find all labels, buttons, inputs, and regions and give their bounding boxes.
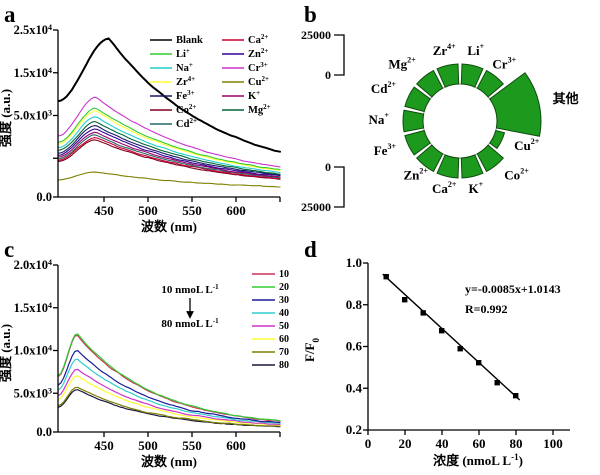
svg-text:Zn2+: Zn2+ bbox=[248, 47, 268, 60]
svg-text:450: 450 bbox=[94, 203, 114, 218]
svg-text:Na+: Na+ bbox=[176, 61, 193, 74]
svg-text:0: 0 bbox=[325, 68, 331, 82]
svg-text:0: 0 bbox=[365, 436, 372, 451]
svg-text:y=-0.0085x+1.0143: y=-0.0085x+1.0143 bbox=[465, 282, 561, 296]
svg-text:Mg2+: Mg2+ bbox=[248, 103, 271, 116]
svg-text:10 nmoL L-1: 10 nmoL L-1 bbox=[161, 283, 219, 296]
svg-text:K+: K+ bbox=[248, 89, 260, 102]
svg-text:Blank: Blank bbox=[176, 35, 203, 46]
svg-text:波数 (nm): 波数 (nm) bbox=[141, 454, 197, 469]
svg-text:0.6: 0.6 bbox=[346, 339, 363, 354]
svg-text:Co2+: Co2+ bbox=[504, 167, 529, 183]
svg-text:100: 100 bbox=[543, 436, 563, 451]
svg-text:450: 450 bbox=[94, 438, 114, 453]
svg-text:80: 80 bbox=[279, 360, 289, 371]
svg-text:强度 (a.u.): 强度 (a.u.) bbox=[0, 324, 13, 382]
svg-text:其他: 其他 bbox=[553, 91, 579, 106]
svg-text:40: 40 bbox=[436, 436, 449, 451]
svg-text:Cr3+: Cr3+ bbox=[492, 56, 516, 72]
svg-text:40: 40 bbox=[279, 308, 289, 319]
svg-text:Zr4+: Zr4+ bbox=[433, 42, 456, 58]
svg-text:K+: K+ bbox=[468, 181, 483, 197]
svg-text:1.0x104: 1.0x104 bbox=[14, 343, 52, 358]
svg-text:Cu2+: Cu2+ bbox=[248, 75, 269, 88]
svg-text:Fe3+: Fe3+ bbox=[176, 89, 195, 102]
svg-text:500: 500 bbox=[138, 438, 158, 453]
svg-text:Zr4+: Zr4+ bbox=[176, 75, 195, 88]
svg-text:R=0.992: R=0.992 bbox=[465, 302, 508, 316]
svg-text:600: 600 bbox=[226, 438, 246, 453]
svg-text:Mg2+: Mg2+ bbox=[388, 56, 416, 72]
svg-text:Co2+: Co2+ bbox=[176, 103, 196, 116]
svg-text:5.0x103: 5.0x103 bbox=[14, 386, 52, 401]
svg-text:Cd2+: Cd2+ bbox=[371, 81, 397, 97]
svg-text:2.5x104: 2.5x104 bbox=[14, 23, 52, 38]
svg-text:Ca2+: Ca2+ bbox=[432, 181, 457, 197]
svg-text:Fe3+: Fe3+ bbox=[374, 142, 397, 158]
svg-text:波数 (nm): 波数 (nm) bbox=[141, 219, 197, 234]
svg-text:Zn2+: Zn2+ bbox=[403, 167, 428, 183]
svg-text:20: 20 bbox=[399, 436, 412, 451]
svg-text:50: 50 bbox=[279, 321, 289, 332]
svg-text:30: 30 bbox=[279, 295, 289, 306]
svg-text:强度 (a.u.): 强度 (a.u.) bbox=[0, 89, 13, 147]
svg-text:80: 80 bbox=[510, 436, 523, 451]
svg-text:1.0: 1.0 bbox=[346, 255, 362, 270]
svg-text:600: 600 bbox=[226, 203, 246, 218]
svg-text:Ca2+: Ca2+ bbox=[248, 33, 268, 46]
svg-text:70: 70 bbox=[279, 347, 289, 358]
svg-text:25000: 25000 bbox=[301, 28, 331, 42]
svg-text:Li+: Li+ bbox=[176, 47, 190, 60]
svg-text:2.0x104: 2.0x104 bbox=[14, 258, 52, 273]
svg-text:b: b bbox=[304, 2, 317, 27]
svg-text:80 nmoL L-1: 80 nmoL L-1 bbox=[161, 317, 219, 330]
svg-text:60: 60 bbox=[279, 334, 289, 345]
svg-text:0.8: 0.8 bbox=[346, 297, 363, 312]
svg-text:550: 550 bbox=[182, 438, 202, 453]
svg-text:浓度 (nmoL L-1): 浓度 (nmoL L-1) bbox=[433, 452, 523, 468]
svg-text:Na+: Na+ bbox=[369, 111, 390, 127]
svg-text:Cr3+: Cr3+ bbox=[248, 61, 268, 74]
svg-text:Cd2+: Cd2+ bbox=[176, 117, 197, 130]
svg-text:550: 550 bbox=[182, 203, 202, 218]
svg-text:10: 10 bbox=[279, 269, 289, 280]
svg-text:1.5x104: 1.5x104 bbox=[14, 65, 52, 80]
svg-text:60: 60 bbox=[473, 436, 486, 451]
svg-text:0.0: 0.0 bbox=[36, 190, 52, 204]
svg-text:0.2: 0.2 bbox=[346, 422, 362, 437]
svg-text:F/F0: F/F0 bbox=[302, 338, 321, 363]
svg-text:0: 0 bbox=[325, 160, 331, 174]
svg-text:Cu2+: Cu2+ bbox=[514, 137, 540, 153]
svg-text:d: d bbox=[304, 237, 317, 262]
svg-text:0.4: 0.4 bbox=[346, 380, 363, 395]
svg-text:Li+: Li+ bbox=[467, 42, 484, 58]
svg-text:1.5x104: 1.5x104 bbox=[14, 300, 52, 315]
svg-text:20: 20 bbox=[279, 282, 289, 293]
svg-text:25000: 25000 bbox=[301, 200, 331, 214]
svg-text:5.0x103: 5.0x103 bbox=[14, 108, 52, 123]
svg-text:500: 500 bbox=[138, 203, 158, 218]
svg-text:0.0: 0.0 bbox=[36, 425, 52, 439]
